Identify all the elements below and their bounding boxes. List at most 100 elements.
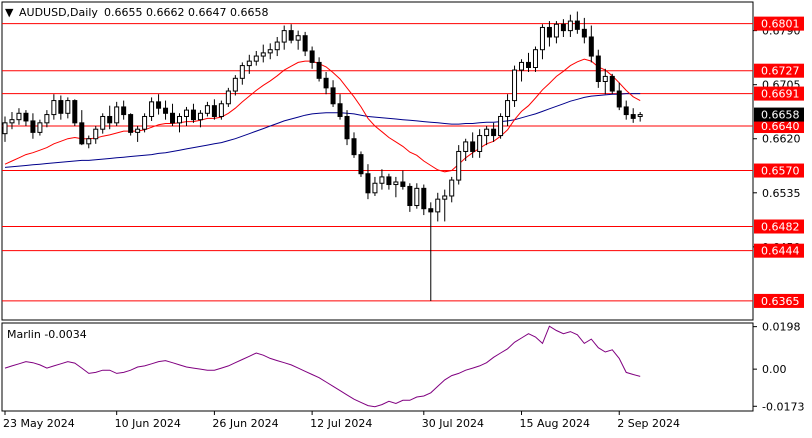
candle-body [30, 120, 36, 133]
oscillator-tick-label: 0.0198 [762, 321, 801, 334]
marlin-line [4, 325, 641, 408]
candle-body [400, 181, 406, 187]
candle [135, 126, 141, 142]
candle [58, 95, 64, 120]
candle-body [449, 179, 455, 197]
candle-body [246, 60, 252, 67]
candle-body [302, 35, 308, 52]
candle-body [16, 112, 22, 121]
candle-body [114, 106, 120, 124]
candle-body [595, 55, 601, 83]
candle [30, 113, 36, 139]
candle [51, 94, 57, 120]
current-price-label: 0.6658 [761, 109, 800, 122]
candle-body [379, 176, 385, 184]
candle [65, 97, 71, 119]
candle-body [72, 100, 78, 124]
candle [274, 36, 280, 57]
candle [372, 176, 378, 196]
candle-body [519, 61, 525, 71]
dropdown-icon[interactable]: ▼ [5, 6, 14, 19]
candle [330, 80, 336, 107]
time-tick-label: 12 Jul 2024 [310, 417, 372, 430]
candle [616, 82, 622, 111]
candle [539, 24, 545, 60]
candle-body [609, 75, 615, 92]
candle-body [149, 101, 155, 117]
candle [204, 101, 210, 117]
candle-body [281, 30, 287, 43]
candle [386, 173, 392, 190]
candle [630, 108, 636, 123]
candle-body [177, 115, 182, 124]
candle [2, 116, 8, 142]
candle [128, 113, 134, 136]
oscillator-layer [4, 325, 641, 408]
candle [37, 119, 43, 136]
time-tick-label: 26 Jun 2024 [212, 417, 278, 430]
candle-body [630, 114, 636, 119]
candle [93, 126, 99, 144]
candle [637, 112, 643, 122]
candle [498, 113, 504, 139]
ema-fast-line [4, 58, 641, 173]
candle-body [100, 115, 106, 130]
candle-body [37, 122, 43, 133]
candle-body [218, 103, 224, 117]
ema-slow-line [4, 93, 641, 168]
candle-body [323, 77, 329, 89]
candle-body [288, 30, 294, 41]
candle-body [211, 105, 217, 117]
candle [609, 73, 615, 95]
candle [407, 183, 413, 212]
level-tag [754, 293, 804, 308]
candle-body [581, 28, 587, 38]
candle [232, 75, 238, 96]
candle [546, 21, 552, 47]
level-tag [754, 86, 804, 101]
candle [114, 101, 120, 127]
candle-body [86, 138, 92, 145]
candle-body [553, 23, 559, 38]
candle-body [253, 55, 259, 62]
candle-body [309, 50, 315, 63]
candle-body [567, 20, 573, 32]
candle-body [546, 26, 552, 38]
level-tag [754, 219, 804, 234]
candle [44, 110, 50, 128]
candle [623, 100, 629, 120]
candle [72, 99, 78, 127]
candle [484, 126, 490, 146]
candle-body [588, 36, 594, 57]
candle [581, 17, 587, 44]
candle-body [79, 122, 85, 145]
candle [393, 176, 399, 198]
candle [190, 103, 196, 123]
candle [351, 132, 357, 158]
candle-body [135, 128, 141, 133]
candle [239, 62, 245, 85]
candles-layer [2, 11, 643, 301]
candle-body [414, 187, 420, 207]
candle-body [232, 77, 238, 92]
candle [100, 113, 106, 134]
candle [309, 46, 315, 69]
candle-body [9, 119, 15, 124]
level-lines [2, 23, 753, 302]
candle-body [532, 49, 538, 69]
candle [491, 122, 497, 142]
candle-body [386, 176, 392, 186]
candle-body [616, 90, 622, 108]
candle-body [358, 154, 364, 175]
candle-body [121, 106, 127, 116]
candle [260, 44, 266, 63]
candle [456, 145, 462, 185]
candle-body [58, 100, 64, 114]
candle-body [23, 112, 29, 122]
candle-body [491, 128, 497, 137]
candle-body [204, 105, 210, 114]
candle-body [295, 35, 301, 41]
candle-body [442, 195, 448, 200]
candle-body [526, 61, 531, 69]
candle [281, 25, 287, 50]
